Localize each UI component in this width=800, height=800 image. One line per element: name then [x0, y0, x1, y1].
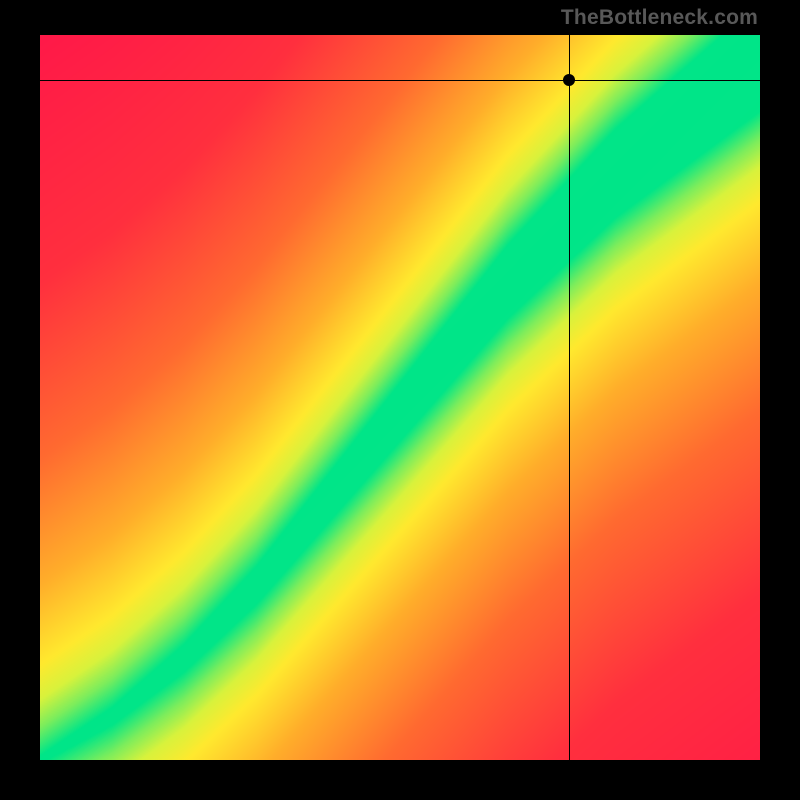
heatmap-canvas — [40, 35, 760, 760]
crosshair-vertical — [569, 35, 570, 760]
crosshair-marker — [563, 74, 575, 86]
crosshair-horizontal — [40, 80, 760, 81]
heatmap-plot — [40, 35, 760, 760]
watermark-text: TheBottleneck.com — [561, 6, 758, 30]
